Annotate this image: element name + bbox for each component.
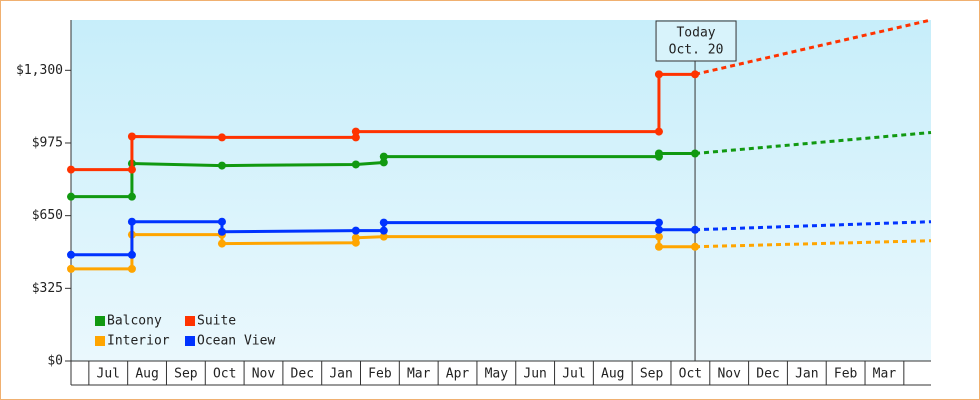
- point: [379, 232, 388, 241]
- legend-swatch: [185, 316, 195, 326]
- x-tick-label: Jun: [523, 367, 546, 382]
- point: [654, 149, 663, 158]
- point: [654, 232, 663, 241]
- x-tick-label: May: [485, 367, 509, 382]
- y-tick-label: $975: [32, 135, 63, 150]
- point: [351, 133, 360, 142]
- x-tick-label: Jul: [97, 367, 120, 382]
- point: [67, 165, 75, 174]
- x-tick-label: Aug: [135, 367, 158, 382]
- forecast-line: [694, 220, 932, 232]
- today-label: Oct. 20: [669, 43, 724, 58]
- y-tick-label: $1,300: [16, 63, 63, 78]
- forecast-line: [694, 18, 932, 76]
- point: [351, 160, 360, 169]
- point: [654, 218, 663, 227]
- point: [691, 70, 700, 79]
- point: [217, 239, 226, 248]
- point: [217, 217, 226, 226]
- today-label: Today: [676, 26, 715, 41]
- point: [654, 127, 663, 136]
- point: [67, 250, 75, 259]
- point: [127, 132, 136, 141]
- point: [379, 152, 388, 161]
- forecast-line: [695, 239, 932, 249]
- point: [127, 264, 136, 273]
- legend-label: Interior: [107, 334, 170, 349]
- point: [351, 226, 360, 235]
- legend-label: Suite: [197, 314, 236, 329]
- x-tick-label: Jul: [562, 367, 585, 382]
- point: [351, 233, 360, 242]
- point: [654, 242, 663, 251]
- x-tick-label: Sep: [640, 367, 664, 382]
- point: [67, 192, 75, 201]
- x-tick-label: Oct: [679, 367, 702, 382]
- x-tick-label: Oct: [213, 367, 236, 382]
- x-tick-label: Apr: [446, 367, 470, 382]
- point: [691, 149, 700, 158]
- legend-swatch: [185, 336, 195, 346]
- point: [691, 225, 700, 234]
- y-tick-label: $325: [32, 281, 63, 296]
- point: [654, 70, 663, 79]
- point: [691, 242, 700, 251]
- point: [127, 192, 136, 201]
- x-tick-label: Aug: [601, 367, 624, 382]
- legend-swatch: [95, 316, 105, 326]
- y-tick-label: $650: [32, 208, 63, 223]
- today-box: [655, 20, 737, 62]
- legend-label: Balcony: [107, 314, 162, 329]
- point: [217, 133, 226, 142]
- x-tick-label: Nov: [717, 367, 741, 382]
- point: [351, 127, 360, 136]
- legend-swatch: [95, 336, 105, 346]
- x-tick-label: Mar: [873, 367, 897, 382]
- x-tick-label: Mar: [407, 367, 431, 382]
- x-tick-label: Feb: [368, 367, 392, 382]
- point: [217, 227, 226, 236]
- x-tick-label: Dec: [756, 367, 779, 382]
- point: [379, 226, 388, 235]
- point: [379, 218, 388, 227]
- y-tick-label: $0: [47, 354, 63, 369]
- point: [379, 158, 388, 167]
- point: [127, 217, 136, 226]
- x-tick-label: Jan: [329, 367, 352, 382]
- point: [127, 165, 136, 174]
- x-tick-label: Dec: [291, 367, 314, 382]
- legend-label: Ocean View: [197, 334, 275, 349]
- x-tick-label: Sep: [174, 367, 198, 382]
- plot-area: [71, 20, 931, 361]
- forecast-line: [694, 130, 932, 155]
- point: [654, 225, 663, 234]
- point: [217, 161, 226, 170]
- x-tick-label: Feb: [834, 367, 858, 382]
- point: [67, 264, 75, 273]
- point: [127, 250, 136, 259]
- x-tick-label: Jan: [795, 367, 818, 382]
- x-tick-label: Nov: [252, 367, 276, 382]
